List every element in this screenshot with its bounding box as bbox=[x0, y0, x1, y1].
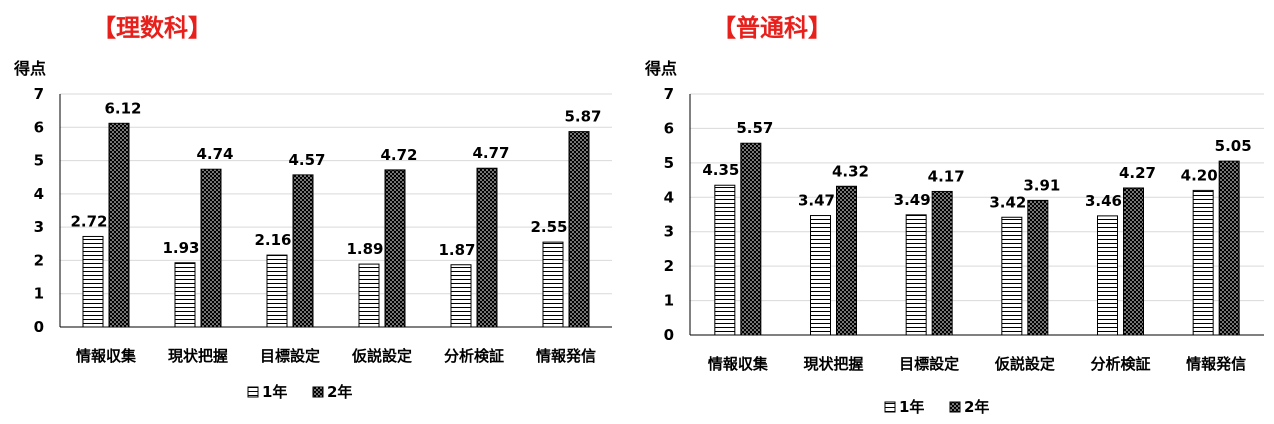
bar-year2 bbox=[292, 174, 314, 328]
y-tick-label: 7 bbox=[664, 85, 674, 103]
y-tick-label: 4 bbox=[664, 188, 674, 206]
legend-swatch-year2 bbox=[949, 401, 961, 413]
y-tick-label: 2 bbox=[34, 251, 44, 269]
y-tick-label: 1 bbox=[664, 292, 674, 310]
bar-year2 bbox=[568, 131, 590, 328]
data-label: 2.72 bbox=[70, 212, 107, 230]
bar-year2 bbox=[200, 168, 222, 328]
bar-year1 bbox=[1097, 215, 1118, 336]
data-label: 5.05 bbox=[1215, 137, 1252, 155]
bar-chart-general: 得点 0 1 2 3 4 5 6 7 4.35 5.57 情報収集 3.47 4.32 現状把握 3.49 4.… bbox=[644, 59, 1264, 416]
data-label: 3.47 bbox=[798, 192, 835, 210]
data-label: 2.55 bbox=[530, 218, 567, 236]
y-tick-label: 2 bbox=[664, 257, 674, 275]
bar-year1 bbox=[1192, 189, 1214, 336]
bar-year1 bbox=[542, 241, 564, 328]
bar-year2 bbox=[476, 167, 498, 328]
legend-label: 2年 bbox=[327, 383, 352, 401]
data-label: 5.87 bbox=[564, 108, 601, 126]
bar-year1 bbox=[174, 262, 196, 328]
x-category-label: 現状把握 bbox=[168, 347, 228, 365]
bar-year2 bbox=[1123, 187, 1144, 336]
y-tick-label: 4 bbox=[34, 185, 44, 203]
x-category-label: 情報収集 bbox=[708, 355, 769, 373]
data-label: 4.57 bbox=[288, 151, 325, 169]
y-tick-label: 6 bbox=[664, 119, 674, 137]
y-axis-label: 得点 bbox=[644, 59, 677, 78]
bar-year1 bbox=[810, 215, 831, 336]
bar-year2 bbox=[1027, 199, 1049, 336]
x-category-label: 目標設定 bbox=[260, 347, 320, 365]
data-label: 4.27 bbox=[1119, 164, 1156, 182]
data-label: 2.16 bbox=[254, 231, 291, 249]
data-label: 5.57 bbox=[736, 119, 773, 137]
data-label: 3.91 bbox=[1023, 176, 1060, 194]
chart-title-science: 【理数科】 bbox=[92, 13, 212, 42]
data-label: 4.77 bbox=[472, 144, 509, 162]
data-label: 4.35 bbox=[702, 161, 739, 179]
x-category-label: 現状把握 bbox=[803, 355, 863, 373]
data-label: 4.74 bbox=[196, 145, 233, 163]
bar-year1 bbox=[358, 263, 380, 328]
x-category-label: 情報発信 bbox=[536, 347, 596, 365]
bar-chart-science: 得点 0 1 2 3 4 5 6 7 2.72 6.12 情報収集 1.93 4.74 現状把握 2.16 4.… bbox=[13, 59, 612, 401]
bar-year2 bbox=[384, 169, 406, 328]
x-category-label: 分析検証 bbox=[1090, 355, 1150, 373]
bar-year1 bbox=[1001, 216, 1023, 336]
y-tick-label: 3 bbox=[34, 218, 44, 236]
bar-year2 bbox=[740, 142, 762, 336]
y-axis-label: 得点 bbox=[13, 59, 46, 78]
data-label: 3.42 bbox=[989, 193, 1026, 211]
data-label: 6.12 bbox=[104, 99, 141, 117]
data-label: 1.89 bbox=[346, 240, 383, 258]
bar-year1 bbox=[450, 264, 472, 328]
y-tick-label: 0 bbox=[34, 318, 44, 336]
bar-year2 bbox=[836, 185, 857, 336]
x-category-label: 情報収集 bbox=[76, 347, 137, 365]
bar-year2 bbox=[931, 190, 953, 336]
legend-label: 1年 bbox=[899, 398, 924, 416]
data-label: 4.20 bbox=[1181, 166, 1218, 184]
y-tick-label: 0 bbox=[664, 326, 674, 344]
bar-year1 bbox=[266, 254, 288, 328]
y-tick-label: 7 bbox=[34, 85, 44, 103]
x-category-label: 仮説設定 bbox=[351, 347, 412, 365]
bar-year2 bbox=[108, 122, 130, 328]
legend-swatch-year2 bbox=[312, 386, 324, 398]
data-label: 4.32 bbox=[832, 162, 869, 180]
y-tick-label: 5 bbox=[664, 154, 674, 172]
y-tick-label: 5 bbox=[34, 152, 44, 170]
x-category-label: 目標設定 bbox=[899, 355, 959, 373]
bar-year1 bbox=[714, 184, 736, 336]
data-label: 1.87 bbox=[438, 241, 475, 259]
data-label: 4.17 bbox=[928, 167, 965, 185]
legend-swatch-year1 bbox=[884, 401, 896, 413]
bar-year1 bbox=[82, 235, 104, 328]
bar-year1 bbox=[905, 214, 927, 336]
y-tick-label: 3 bbox=[664, 223, 674, 241]
x-category-label: 分析検証 bbox=[444, 347, 504, 365]
x-category-label: 仮説設定 bbox=[994, 355, 1055, 373]
data-label: 3.49 bbox=[894, 191, 931, 209]
legend-label: 1年 bbox=[262, 383, 287, 401]
data-label: 4.72 bbox=[380, 146, 417, 164]
legend-label: 2年 bbox=[964, 398, 989, 416]
y-tick-label: 1 bbox=[34, 285, 44, 303]
chart-title-general: 【普通科】 bbox=[712, 13, 832, 42]
data-label: 1.93 bbox=[162, 239, 199, 257]
data-label: 3.46 bbox=[1085, 192, 1122, 210]
bar-year2 bbox=[1218, 160, 1240, 336]
legend-swatch-year1 bbox=[247, 386, 259, 398]
y-tick-label: 6 bbox=[34, 118, 44, 136]
x-category-label: 情報発信 bbox=[1186, 355, 1246, 373]
